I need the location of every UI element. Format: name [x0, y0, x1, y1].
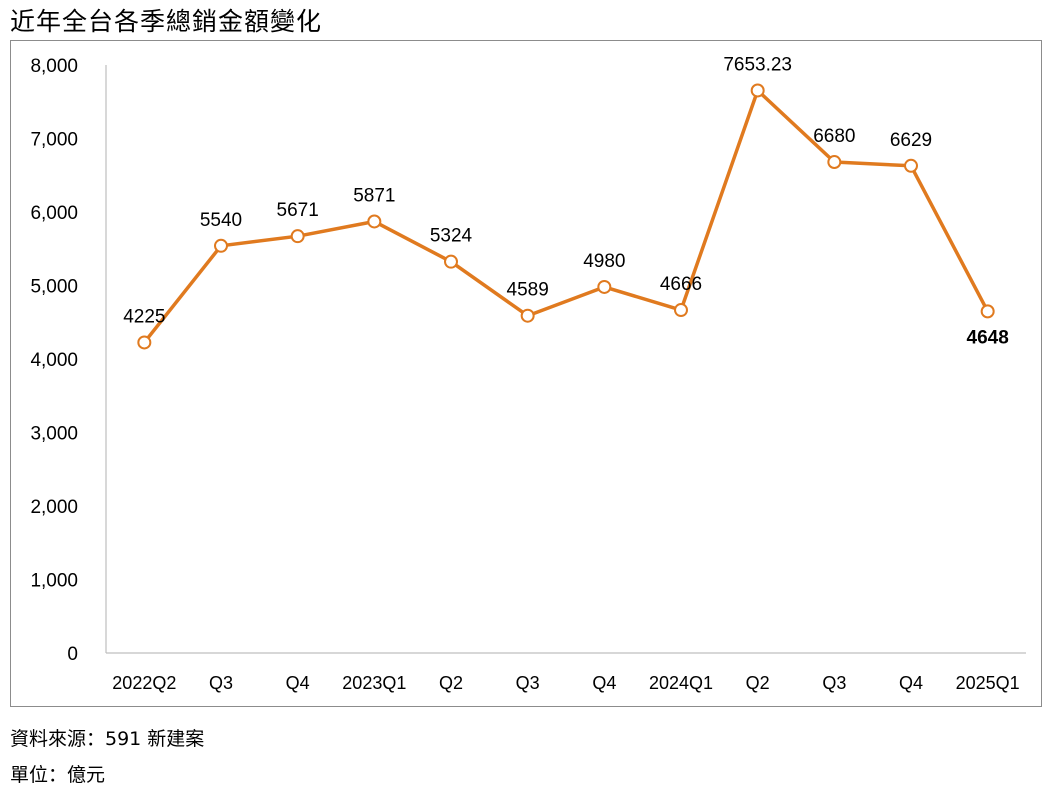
- data-point: [750, 83, 765, 98]
- y-tick-label: 0: [67, 644, 78, 665]
- data-point: [520, 308, 535, 323]
- x-tick-label: 2022Q2: [112, 673, 176, 693]
- y-tick-label: 2,000: [30, 497, 78, 518]
- x-tick-label: Q3: [516, 673, 540, 693]
- y-tick-label: 5,000: [30, 277, 78, 298]
- data-label: 5540: [200, 210, 242, 231]
- x-tick-label: Q4: [592, 673, 616, 693]
- y-tick-label: 8,000: [30, 56, 78, 77]
- x-tick-label: Q3: [209, 673, 233, 693]
- x-tick-label: 2025Q1: [956, 673, 1020, 693]
- x-tick-label: Q3: [822, 673, 846, 693]
- data-point: [137, 335, 152, 350]
- y-tick-label: 3,000: [30, 424, 78, 445]
- data-label: 6680: [813, 126, 855, 147]
- y-tick-label: 6,000: [30, 203, 78, 224]
- x-tick-label: 2024Q1: [649, 673, 713, 693]
- chart-title: 近年全台各季總銷金額變化: [10, 7, 323, 36]
- data-point: [674, 303, 688, 318]
- source-note: 資料來源：591 新建案: [10, 728, 205, 750]
- y-tick-label: 4,000: [30, 350, 78, 371]
- unit-note: 單位：億元: [10, 764, 106, 786]
- data-label: 7653.23: [723, 54, 792, 75]
- x-tick-label: Q2: [746, 673, 770, 693]
- data-point: [367, 214, 382, 229]
- y-tick-label: 7,000: [30, 130, 78, 151]
- x-tick-label: Q2: [439, 673, 463, 693]
- data-point: [904, 158, 918, 173]
- data-label: 4589: [507, 280, 549, 301]
- x-tick-label: Q4: [286, 673, 310, 693]
- data-label: 4666: [660, 274, 702, 295]
- data-label: 5324: [430, 226, 473, 247]
- line-chart: 0 1,000 2,000 3,000 4,000 5,000 6,000 7,000 8,00…: [30, 54, 1026, 693]
- chart-frame: 0 1,000 2,000 3,000 4,000 5,000 6,000 7,000 8,00…: [10, 40, 1042, 707]
- data-label: 5671: [277, 200, 319, 221]
- data-point: [980, 304, 995, 319]
- data-point: [290, 229, 305, 244]
- series-line: [142, 88, 990, 344]
- data-label: 5871: [353, 185, 395, 206]
- data-label: 4225: [123, 306, 165, 327]
- data-label: 4980: [583, 251, 625, 272]
- x-tick-label: Q4: [899, 673, 923, 693]
- data-label: 6629: [890, 130, 932, 151]
- data-label-highlight: 4648: [967, 327, 1009, 348]
- data-point: [214, 238, 228, 253]
- data-point: [444, 254, 458, 269]
- y-tick-label: 1,000: [30, 571, 78, 592]
- data-point: [597, 279, 612, 294]
- data-point: [827, 155, 842, 170]
- x-tick-label: 2023Q1: [342, 673, 406, 693]
